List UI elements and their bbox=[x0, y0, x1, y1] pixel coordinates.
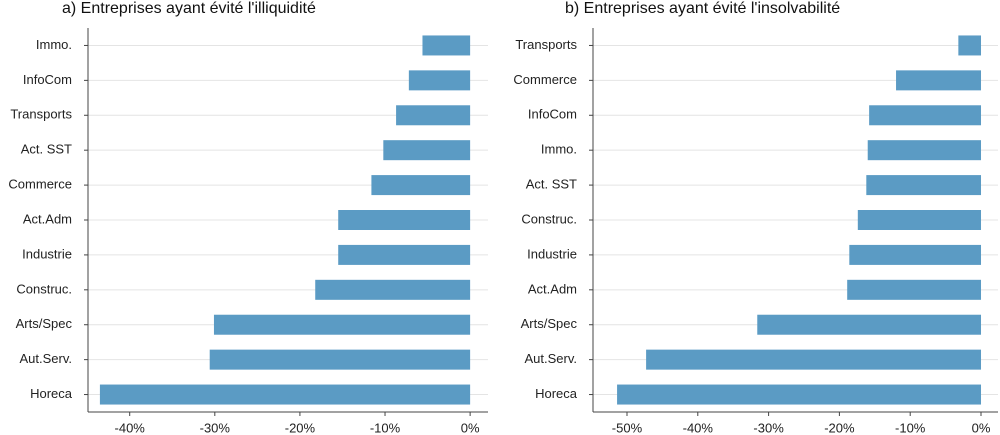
bar bbox=[857, 210, 982, 230]
bar bbox=[958, 35, 982, 56]
y-tick-label: Act. SST bbox=[21, 142, 72, 157]
bar bbox=[408, 70, 471, 91]
y-tick-label: Industrie bbox=[527, 246, 577, 261]
x-tick-label: -50% bbox=[612, 420, 643, 435]
y-tick-label: Commerce bbox=[513, 72, 577, 87]
bar bbox=[209, 349, 471, 370]
y-tick-label: Aut.Serv. bbox=[19, 351, 72, 366]
x-tick-label: 0% bbox=[461, 420, 480, 435]
bar bbox=[849, 244, 982, 265]
bar bbox=[213, 314, 471, 335]
bar bbox=[617, 384, 982, 405]
y-tick-label: Immo. bbox=[541, 142, 577, 157]
bar bbox=[757, 314, 982, 335]
chart-title: a) Entreprises ayant évité l'illiquidité bbox=[62, 0, 316, 17]
bar bbox=[422, 35, 471, 56]
bar bbox=[371, 175, 471, 196]
x-tick-label: -30% bbox=[200, 420, 231, 435]
x-tick-label: -20% bbox=[285, 420, 316, 435]
y-tick-label: Aut.Serv. bbox=[524, 351, 577, 366]
bar bbox=[867, 140, 982, 161]
bar bbox=[396, 105, 471, 126]
y-tick-label: Commerce bbox=[8, 177, 72, 192]
bar bbox=[869, 105, 982, 126]
x-tick-label: -40% bbox=[683, 420, 714, 435]
y-tick-label: Act. SST bbox=[526, 177, 577, 192]
x-tick-label: -30% bbox=[753, 420, 784, 435]
bar bbox=[896, 70, 982, 91]
y-tick-label: Arts/Spec bbox=[521, 316, 578, 331]
bar bbox=[99, 384, 471, 405]
y-tick-label: Horeca bbox=[535, 386, 578, 401]
y-tick-label: Act.Adm bbox=[528, 281, 577, 296]
y-tick-label: Transports bbox=[515, 37, 577, 52]
bar bbox=[646, 349, 982, 370]
x-tick-label: -20% bbox=[824, 420, 855, 435]
x-tick-label: -40% bbox=[115, 420, 146, 435]
y-tick-label: Construc. bbox=[16, 281, 72, 296]
y-tick-label: Industrie bbox=[22, 246, 72, 261]
y-tick-label: InfoCom bbox=[528, 107, 577, 122]
bar bbox=[847, 279, 982, 300]
bar bbox=[338, 210, 471, 230]
y-tick-label: Transports bbox=[10, 107, 72, 122]
y-tick-label: Immo. bbox=[36, 37, 72, 52]
y-tick-label: Horeca bbox=[30, 386, 73, 401]
y-tick-label: Construc. bbox=[521, 211, 577, 226]
bar bbox=[866, 175, 982, 196]
bar bbox=[383, 140, 471, 161]
y-tick-label: InfoCom bbox=[23, 72, 72, 87]
x-tick-label: -10% bbox=[370, 420, 401, 435]
bar bbox=[315, 279, 471, 300]
x-tick-label: 0% bbox=[972, 420, 991, 435]
y-tick-label: Act.Adm bbox=[23, 211, 72, 226]
x-tick-label: -10% bbox=[895, 420, 926, 435]
chart-title: b) Entreprises ayant évité l'insolvabili… bbox=[565, 0, 840, 17]
bar bbox=[338, 244, 471, 265]
y-tick-label: Arts/Spec bbox=[16, 316, 73, 331]
